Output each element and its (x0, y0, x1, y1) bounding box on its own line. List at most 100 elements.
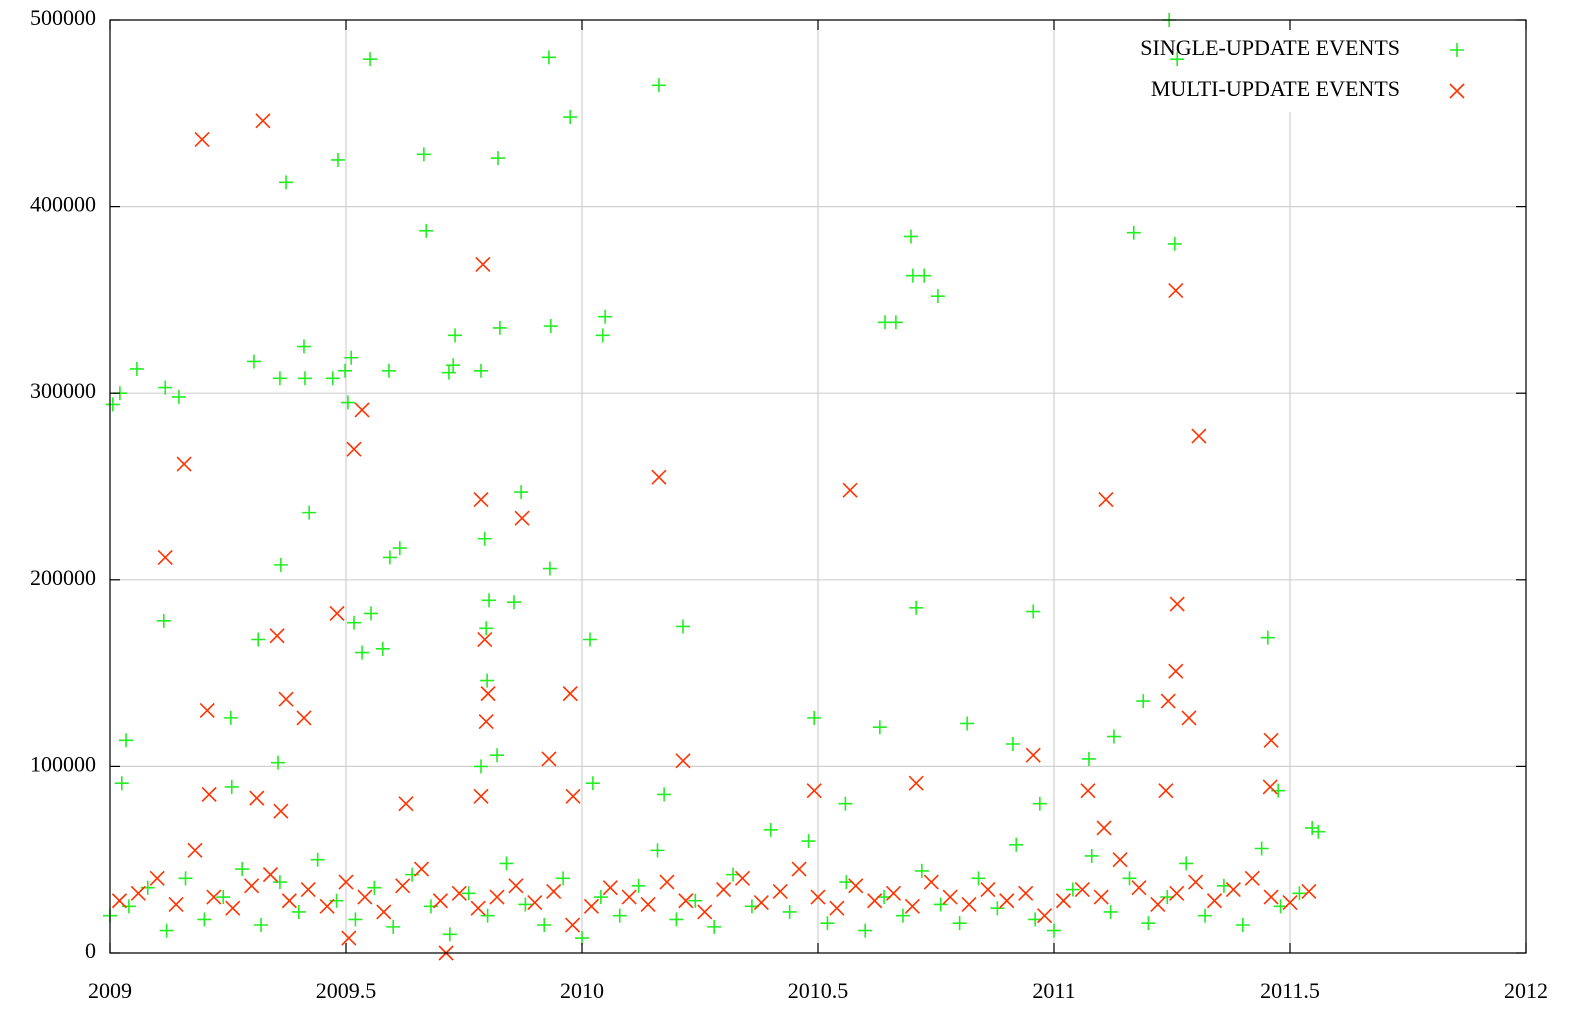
point (734, 870, 751, 886)
point (895, 908, 910, 923)
point (441, 365, 456, 380)
legend-marker (1450, 43, 1464, 57)
point (564, 917, 581, 933)
point (357, 889, 373, 905)
point (325, 371, 340, 386)
point (1122, 871, 1137, 886)
point (354, 402, 370, 418)
point (273, 557, 288, 572)
point (930, 289, 945, 304)
point (1260, 630, 1275, 645)
point (1081, 751, 1096, 766)
y-tick-label: 400000 (30, 192, 96, 217)
point (657, 787, 672, 802)
point (612, 908, 627, 923)
y-tick-label: 200000 (30, 565, 96, 590)
point (1169, 885, 1185, 901)
point (716, 881, 732, 898)
point (480, 673, 495, 688)
point (1179, 856, 1194, 871)
point (541, 50, 556, 65)
point (543, 319, 558, 334)
point (651, 469, 667, 485)
point (669, 912, 684, 927)
point (675, 753, 691, 769)
point (1311, 824, 1326, 839)
point (1305, 820, 1320, 835)
point (171, 389, 186, 404)
point (442, 927, 457, 942)
point (942, 889, 958, 905)
point (235, 862, 250, 877)
point (961, 896, 977, 913)
point (363, 52, 378, 67)
point (269, 628, 285, 644)
point (254, 918, 269, 933)
point (119, 733, 134, 748)
point (129, 361, 144, 376)
point (477, 531, 492, 546)
point (199, 702, 215, 718)
point (908, 775, 924, 791)
point (187, 842, 203, 858)
point (537, 918, 552, 933)
point (473, 363, 488, 378)
point (451, 885, 467, 901)
point (291, 904, 306, 919)
x-tick-label: 2009.5 (316, 978, 377, 1003)
point (297, 371, 312, 386)
point (621, 889, 637, 905)
point (413, 861, 430, 877)
legend-background (1065, 28, 1460, 112)
point (1168, 283, 1184, 299)
point (206, 889, 222, 905)
point (473, 759, 488, 774)
x-tick-label: 2009 (88, 978, 132, 1003)
point (903, 229, 918, 244)
point (346, 441, 362, 457)
point (149, 870, 165, 886)
point (130, 885, 146, 901)
point (296, 339, 311, 354)
point (782, 904, 797, 919)
x-tick-label: 2011 (1032, 978, 1075, 1003)
point (801, 834, 816, 849)
point (562, 686, 578, 702)
point (556, 871, 571, 886)
point (395, 878, 411, 894)
point (340, 395, 355, 410)
legend: SINGLE-UPDATE EVENTS MULTI-UPDATE EVENTS (1140, 35, 1465, 101)
point (527, 895, 543, 911)
point (1084, 848, 1099, 863)
point (1235, 918, 1250, 933)
point (909, 600, 924, 615)
point (281, 893, 297, 909)
point (1292, 886, 1307, 901)
point (676, 619, 691, 634)
point (319, 898, 335, 914)
point (583, 632, 598, 647)
point (1098, 491, 1114, 508)
point (1103, 904, 1118, 919)
point (482, 593, 497, 608)
point (631, 878, 646, 893)
point (1141, 916, 1156, 931)
point (507, 595, 522, 610)
point (490, 748, 505, 763)
point (960, 716, 975, 731)
point (542, 561, 557, 576)
point (791, 861, 807, 877)
point (1106, 729, 1121, 744)
point (885, 885, 902, 901)
point (272, 371, 287, 386)
point (583, 898, 600, 914)
point (1160, 693, 1176, 709)
point (1263, 732, 1279, 748)
x-tick-label: 2010.5 (788, 978, 849, 1003)
point (1018, 885, 1034, 901)
point (376, 904, 392, 920)
point (1131, 880, 1147, 896)
point (355, 645, 370, 660)
point (565, 788, 581, 804)
